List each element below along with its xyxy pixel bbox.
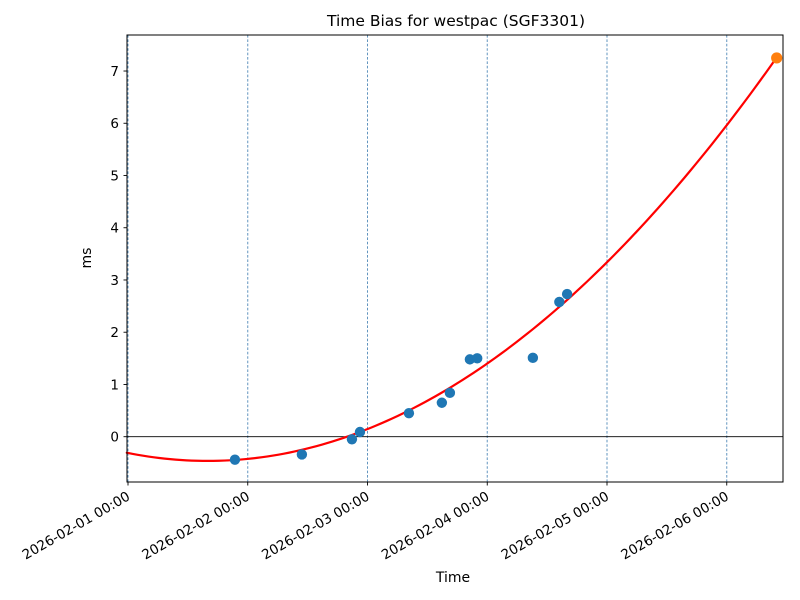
y-tick-label: 1 xyxy=(110,377,119,393)
chart-title: Time Bias for westpac (SGF3301) xyxy=(326,12,585,30)
y-tick-label: 7 xyxy=(110,64,119,80)
data-point xyxy=(346,434,358,445)
x-axis-label: Time xyxy=(435,570,470,586)
x-tick-label: 2026-02-06 00:00 xyxy=(618,489,731,564)
x-tick-labels: 2026-02-01 00:00 2026-02-02 00:00 2026-02-… xyxy=(20,489,732,564)
bias-measurements xyxy=(229,288,573,465)
y-tick-label: 5 xyxy=(110,168,119,184)
y-axis-label: ms xyxy=(79,248,95,269)
data-point xyxy=(229,454,241,465)
y-tick-label: 3 xyxy=(110,273,119,289)
data-point xyxy=(354,426,366,438)
quadratic-fit xyxy=(125,56,778,463)
y-tick-marks xyxy=(123,70,127,438)
data-point xyxy=(554,296,565,308)
data-point xyxy=(436,397,448,408)
x-tick-label: 2026-02-01 00:00 xyxy=(20,489,133,564)
x-tick-label: 2026-02-05 00:00 xyxy=(499,489,612,564)
data-point xyxy=(561,288,573,300)
x-gridlines xyxy=(127,35,728,482)
x-tick-label: 2026-02-04 00:00 xyxy=(379,489,492,564)
latest-measurement xyxy=(771,52,783,64)
data-point xyxy=(471,353,483,364)
x-tick-marks xyxy=(127,482,728,486)
fit-curve-layer xyxy=(125,56,778,463)
y-tick-label: 2 xyxy=(110,325,119,341)
y-tick-label: 4 xyxy=(110,221,119,237)
y-tick-label: 0 xyxy=(110,430,119,446)
data-point xyxy=(771,52,783,64)
x-tick-label: 2026-02-03 00:00 xyxy=(259,489,372,564)
data-point xyxy=(296,449,308,460)
plot-frame xyxy=(126,34,784,483)
y-tick-labels: 0 1 2 3 4 5 6 7 xyxy=(110,64,119,446)
data-point xyxy=(444,387,456,399)
data-point xyxy=(527,352,539,364)
data-point xyxy=(403,407,415,419)
y-tick-label: 6 xyxy=(110,116,119,132)
x-tick-label: 2026-02-02 00:00 xyxy=(139,489,252,564)
scatter-points-layer xyxy=(229,52,783,465)
